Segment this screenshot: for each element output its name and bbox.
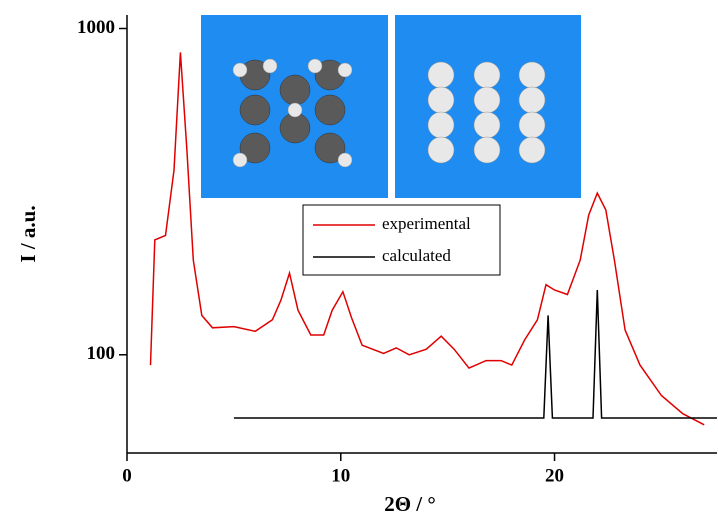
legend-label: experimental: [382, 214, 471, 233]
x-axis-label: 2Θ / °: [384, 492, 436, 516]
y-tick-label: 1000: [77, 17, 115, 38]
x-tick-label: 0: [122, 465, 132, 486]
inset-images: [201, 15, 581, 198]
series-line: [234, 290, 717, 418]
y-axis-label: I / a.u.: [16, 205, 40, 262]
x-tick-label: 20: [545, 465, 564, 486]
chart: 2Θ / ° I / a.u. 100 1000 0 10 20 experimental…: [0, 0, 718, 520]
legend-label: calculated: [382, 246, 451, 265]
y-tick-label: 100: [87, 343, 116, 364]
x-tick-label: 10: [331, 465, 350, 486]
